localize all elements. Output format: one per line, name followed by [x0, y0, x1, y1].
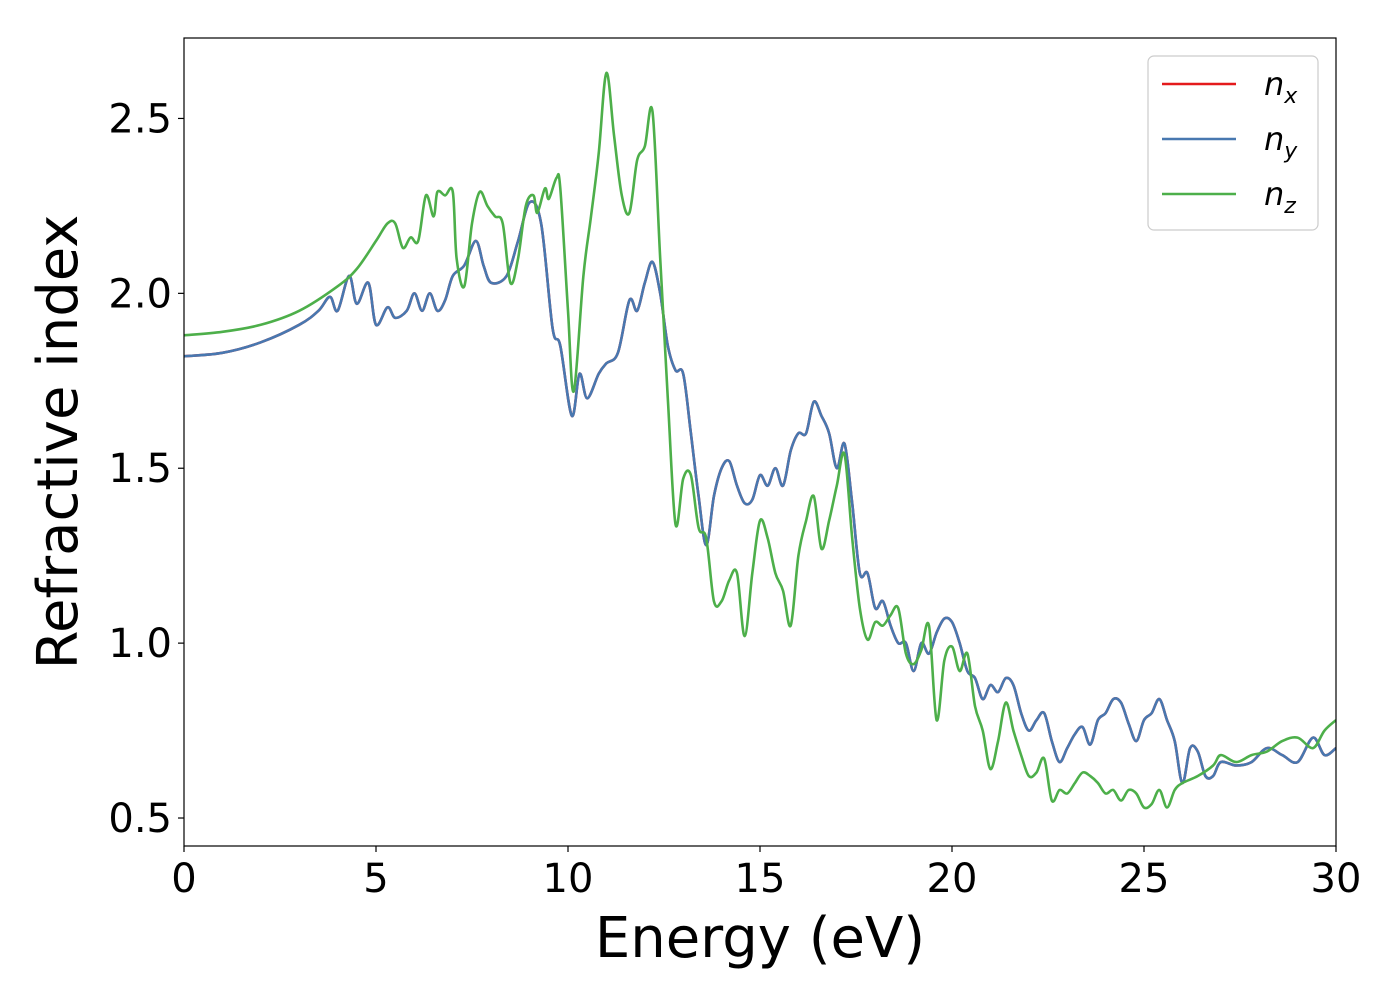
legend: nx ny nz — [1147, 55, 1319, 231]
x-tick-label: 5 — [363, 856, 388, 902]
y-axis: 0.5 1.0 1.5 2.0 2.5 — [108, 96, 184, 842]
legend-label: nx — [1264, 65, 1298, 109]
x-tick-label: 0 — [171, 856, 196, 902]
x-tick-label: 30 — [1311, 856, 1362, 902]
series-line-ny — [184, 200, 1336, 785]
y-tick-label: 1.5 — [108, 446, 172, 492]
y-tick-label: 2.0 — [108, 271, 172, 317]
x-tick-label: 25 — [1119, 856, 1170, 902]
x-axis-title: Energy (eV) — [595, 906, 925, 971]
x-tick-label: 10 — [543, 856, 594, 902]
y-tick-label: 1.0 — [108, 621, 172, 667]
legend-label: ny — [1264, 120, 1298, 164]
plot-background — [184, 38, 1336, 846]
x-axis: 0 5 10 15 20 25 30 — [171, 846, 1361, 902]
legend-label: nz — [1264, 175, 1296, 219]
legend-box — [1147, 55, 1319, 231]
series-layer — [184, 71, 1336, 810]
x-tick-label: 15 — [735, 856, 786, 902]
y-tick-label: 0.5 — [108, 796, 172, 842]
y-axis-title: Refractive index — [26, 215, 91, 670]
y-tick-label: 2.5 — [108, 96, 172, 142]
x-tick-label: 20 — [927, 856, 978, 902]
series-line-nz — [184, 71, 1336, 810]
